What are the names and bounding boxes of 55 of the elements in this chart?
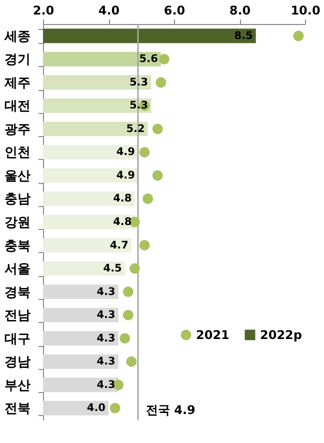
x-tick-label: 8.0 xyxy=(229,4,251,18)
y-tick-label: 대구 xyxy=(4,332,30,347)
ref-line-label: 전국 4.9 xyxy=(146,403,196,418)
y-tick-label: 충남 xyxy=(4,192,30,208)
point xyxy=(139,146,150,158)
data-label: 4.7 xyxy=(110,239,128,252)
y-tick-label: 대전 xyxy=(4,99,30,114)
y-tick-label: 전남 xyxy=(4,308,30,324)
data-label: 5.2 xyxy=(126,122,145,135)
point xyxy=(120,333,130,344)
y-tick-label: 인천 xyxy=(4,146,30,161)
legend-label: 2021 xyxy=(196,328,230,342)
y-tick-label: 광주 xyxy=(4,122,30,138)
x-tick-label: 6.0 xyxy=(164,4,186,18)
y-tick-label: 전북 xyxy=(4,402,30,417)
x-tick-label: 2.0 xyxy=(32,4,54,18)
data-label: 4.3 xyxy=(96,356,116,368)
data-label: 4.3 xyxy=(96,309,116,322)
point xyxy=(126,356,137,367)
point xyxy=(122,310,134,320)
data-label: 4.3 xyxy=(96,286,116,298)
point xyxy=(122,286,134,298)
y-tick-label: 서울 xyxy=(4,262,30,278)
point xyxy=(152,124,163,134)
point xyxy=(142,194,154,204)
data-label: 5.3 xyxy=(129,100,148,112)
point xyxy=(158,54,170,64)
y-tick-label: 경북 xyxy=(4,285,30,300)
point xyxy=(129,263,140,274)
data-label: 4.8 xyxy=(113,216,132,228)
x-tick-label: 10.0 xyxy=(290,4,320,18)
data-label: 4.3 xyxy=(96,332,116,344)
y-tick-label: 충북 xyxy=(4,238,30,254)
legend-label: 2022p xyxy=(260,328,302,342)
y-tick-label: 울산 xyxy=(4,168,30,184)
data-label: 4.9 xyxy=(116,169,135,182)
y-tick-label: 경남 xyxy=(4,355,30,370)
y-tick-label: 세종 xyxy=(4,29,30,44)
point xyxy=(110,402,120,414)
data-label: 4.5 xyxy=(103,262,122,275)
point xyxy=(293,30,304,42)
y-tick-label: 제주 xyxy=(4,76,30,91)
point xyxy=(156,77,166,88)
y-tick-label: 부산 xyxy=(4,378,30,394)
data-label: 5.3 xyxy=(129,76,148,88)
point xyxy=(152,170,163,181)
point xyxy=(139,240,150,250)
y-tick-label: 경기 xyxy=(4,52,30,68)
data-label: 4.9 xyxy=(116,146,135,158)
data-label: 4.0 xyxy=(86,402,106,414)
x-tick-label: 4.0 xyxy=(98,4,120,18)
data-label: 8.5 xyxy=(234,30,253,42)
data-label: 5.6 xyxy=(139,53,158,66)
y-tick-label: 강원 xyxy=(4,216,30,230)
data-label: 4.8 xyxy=(113,192,132,205)
